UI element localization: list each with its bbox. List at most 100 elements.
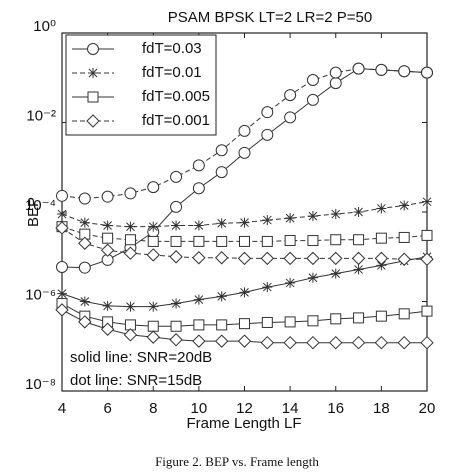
marker — [102, 220, 113, 231]
marker — [421, 229, 433, 241]
marker — [307, 211, 318, 222]
marker — [237, 334, 252, 348]
marker — [398, 231, 410, 243]
marker — [330, 268, 341, 279]
marker — [284, 235, 296, 247]
marker — [397, 335, 411, 350]
x-tick-label: 12 — [236, 400, 253, 417]
marker — [55, 303, 69, 317]
x-tick-label: 8 — [149, 400, 157, 417]
marker — [86, 114, 100, 128]
legend-label: fdT=0.03 — [142, 40, 202, 57]
marker — [285, 277, 296, 288]
marker — [147, 320, 159, 332]
marker — [239, 287, 250, 298]
marker — [215, 144, 228, 157]
marker — [170, 235, 182, 247]
marker — [87, 43, 99, 55]
y-tick-label: 10⁻⁸ — [25, 376, 56, 393]
marker — [284, 89, 297, 102]
marker — [238, 124, 251, 137]
marker — [283, 335, 297, 350]
marker — [375, 232, 387, 244]
marker — [239, 318, 250, 330]
marker — [102, 232, 114, 244]
marker — [216, 235, 228, 247]
legend-label: fdT=0.01 — [142, 64, 202, 81]
marker — [261, 235, 273, 247]
marker — [284, 111, 297, 124]
marker — [329, 251, 343, 266]
marker — [237, 251, 252, 266]
marker — [79, 296, 90, 307]
marker — [146, 330, 160, 344]
marker — [306, 74, 319, 87]
marker — [261, 106, 274, 119]
marker — [330, 234, 342, 246]
marker — [306, 93, 319, 106]
marker — [146, 248, 160, 262]
marker — [147, 181, 160, 194]
marker — [422, 196, 432, 207]
marker — [215, 166, 228, 179]
marker — [262, 282, 273, 293]
marker — [193, 294, 204, 305]
legend-label: fdT=0.005 — [142, 88, 210, 105]
marker — [216, 291, 227, 302]
marker — [420, 335, 434, 350]
marker — [78, 192, 91, 205]
marker — [330, 313, 342, 325]
marker — [216, 218, 227, 229]
marker — [239, 235, 250, 247]
marker — [170, 320, 182, 332]
marker — [192, 182, 205, 195]
marker — [57, 209, 67, 220]
marker — [171, 220, 182, 231]
marker — [214, 251, 229, 265]
marker — [284, 316, 296, 328]
marker — [285, 213, 296, 224]
marker — [78, 236, 92, 250]
marker — [260, 335, 275, 350]
marker — [216, 319, 228, 331]
marker — [169, 333, 183, 347]
x-tick-label: 10 — [191, 400, 208, 417]
marker — [374, 335, 389, 350]
x-tick-label: 6 — [103, 400, 111, 417]
caption: Figure 2. BEP vs. Frame length — [155, 454, 319, 469]
marker — [102, 300, 113, 311]
marker — [352, 62, 365, 75]
marker — [57, 288, 67, 299]
marker — [87, 91, 99, 103]
marker — [306, 335, 320, 350]
y-tick-label: 10⁻⁶ — [25, 286, 56, 303]
marker — [123, 328, 138, 342]
marker — [170, 170, 183, 183]
marker — [125, 301, 136, 312]
x-tick-label: 14 — [282, 400, 299, 417]
marker — [55, 221, 69, 235]
marker — [147, 235, 159, 247]
marker — [193, 319, 205, 331]
marker — [193, 235, 205, 247]
marker — [307, 315, 319, 327]
marker — [260, 251, 275, 266]
marker — [398, 65, 411, 78]
marker — [353, 312, 365, 324]
marker — [351, 335, 366, 350]
marker — [376, 260, 387, 271]
marker — [353, 234, 365, 246]
y-tick-label: 10⁰ — [33, 18, 56, 35]
marker — [307, 235, 319, 247]
marker — [261, 128, 274, 141]
marker — [306, 251, 320, 266]
annotation: dot line: SNR=15dB — [70, 372, 202, 389]
marker — [78, 261, 91, 274]
annotation: solid line: SNR=20dB — [70, 349, 212, 366]
marker — [192, 251, 206, 265]
marker — [376, 203, 387, 214]
y-tick-label: 10⁻⁴ — [25, 197, 56, 214]
marker — [100, 243, 115, 257]
marker — [192, 159, 205, 172]
marker — [88, 68, 98, 78]
